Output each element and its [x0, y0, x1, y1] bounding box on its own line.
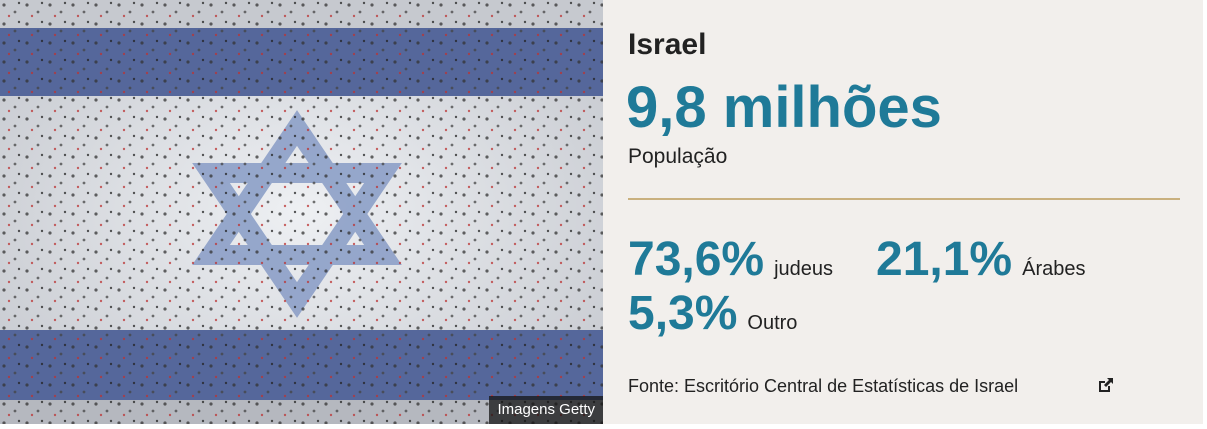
source-text: Fonte: Escritório Central de Estatística… — [628, 376, 1019, 396]
stat-value: 21,1% — [876, 233, 1013, 286]
stat: 73,6% judeus — [628, 232, 833, 287]
stat-value: 73,6% — [628, 233, 765, 286]
external-link-icon[interactable] — [1097, 376, 1115, 394]
stat: 5,3% Outro — [628, 286, 797, 341]
stat-value: 5,3% — [628, 287, 738, 340]
population-figure: 9,8 milhões — [626, 75, 942, 140]
info-panel: Israel 9,8 milhões População 73,6% judeus… — [603, 0, 1203, 424]
photo-art — [0, 0, 603, 424]
country-title: Israel — [628, 28, 707, 61]
stat-label: judeus — [774, 258, 834, 280]
image-credit: Imagens Getty — [489, 396, 603, 424]
population-label: População — [628, 145, 728, 168]
stat-label: Árabes — [1022, 258, 1086, 280]
stat: 21,1% Árabes — [876, 232, 1085, 287]
stat-label: Outro — [747, 312, 798, 334]
flag-photo: Imagens Getty — [0, 0, 603, 424]
divider — [628, 198, 1180, 200]
